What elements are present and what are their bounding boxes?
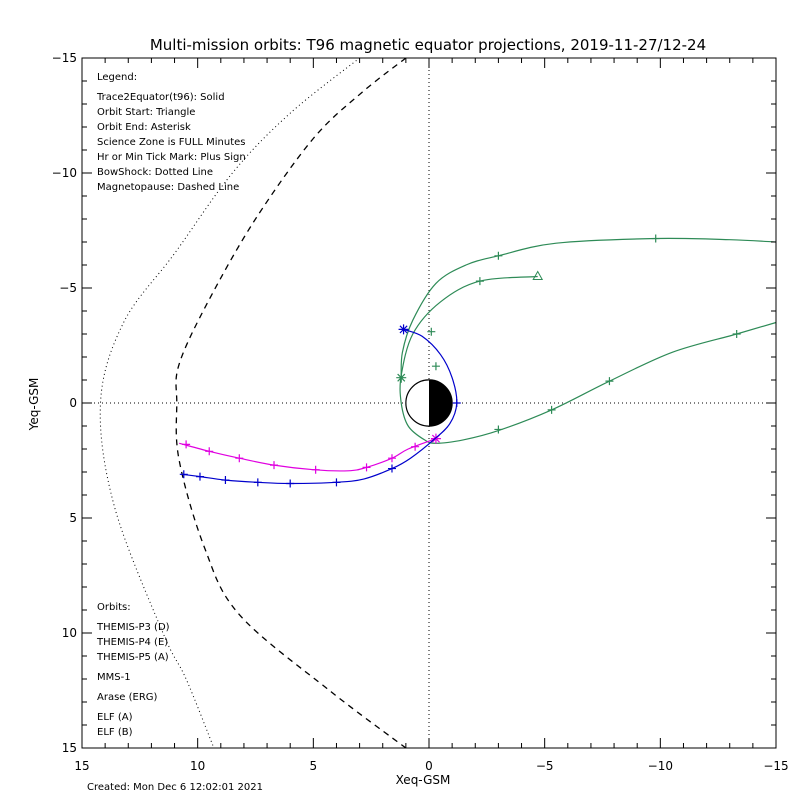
data-layer: 15 10 5 0 −5 −10 −15 −15 −10 −5 0 5 10 15 bbox=[52, 51, 789, 773]
tick-mark bbox=[195, 472, 204, 481]
x-tick-label: −15 bbox=[763, 759, 788, 773]
magnetopause-line bbox=[175, 57, 407, 749]
footer-created: Created: Mon Dec 6 12:02:01 2021 bbox=[87, 782, 263, 793]
tick-mark bbox=[253, 478, 262, 487]
y-tick-label: 15 bbox=[62, 741, 77, 755]
tick-mark bbox=[427, 327, 436, 336]
orbit-end-marker bbox=[430, 433, 441, 444]
x-tick-label: 10 bbox=[190, 759, 205, 773]
orbit-label-mms-1: MMS-1 bbox=[97, 672, 131, 683]
orbit-start-marker bbox=[532, 270, 544, 280]
orbit-label-arase: Arase (ERG) bbox=[97, 692, 158, 703]
y-tick-label: 0 bbox=[69, 396, 77, 410]
orbit-label-elf-b: ELF (B) bbox=[97, 727, 133, 738]
x-tick-label: 15 bbox=[74, 759, 89, 773]
orbit-label-themis-p3: THEMIS-P3 (D) bbox=[96, 622, 170, 633]
legend-line: Science Zone is FULL Minutes bbox=[97, 137, 246, 148]
x-tick-label: 5 bbox=[310, 759, 318, 773]
tick-mark bbox=[235, 454, 244, 463]
legend-line: Hr or Min Tick Mark: Plus Sign bbox=[97, 152, 246, 163]
tick-mark bbox=[221, 476, 230, 485]
series-line bbox=[400, 237, 777, 378]
legend-line: Orbit Start: Triangle bbox=[97, 107, 195, 118]
y-tick-label: −10 bbox=[52, 166, 77, 180]
tick-mark bbox=[332, 478, 341, 487]
y-tick-label: 5 bbox=[69, 511, 77, 525]
tick-mark bbox=[605, 377, 614, 386]
tick-mark bbox=[205, 447, 214, 456]
tick-mark bbox=[182, 440, 191, 449]
series-line bbox=[181, 328, 458, 485]
x-tick-label: 0 bbox=[425, 759, 433, 773]
tick-mark bbox=[179, 470, 188, 479]
y-axis-label: Yeq-GSM bbox=[27, 378, 41, 432]
orbit-label-themis-p4: THEMIS-P4 (E) bbox=[96, 637, 168, 648]
y-tick-label: −15 bbox=[52, 51, 77, 65]
tick-mark bbox=[494, 425, 503, 434]
orbit-label-elf-a: ELF (A) bbox=[97, 712, 133, 723]
y-tick-label: 10 bbox=[62, 626, 77, 640]
tick-mark bbox=[286, 479, 295, 488]
y-tick-label: −5 bbox=[59, 281, 77, 295]
tick-mark bbox=[411, 442, 420, 451]
tick-mark bbox=[311, 465, 320, 474]
orbit-label-themis-p5: THEMIS-P5 (A) bbox=[96, 652, 169, 663]
series-line bbox=[179, 438, 437, 472]
tick-mark bbox=[547, 405, 556, 414]
legend-block: Legend: Trace2Equator(t96): Solid Orbit … bbox=[96, 72, 246, 193]
legend-line: Magnetopause: Dashed Line bbox=[97, 182, 239, 193]
tick-mark bbox=[431, 362, 440, 371]
x-axis-label: Xeq-GSM bbox=[396, 773, 451, 787]
x-tick-label: −5 bbox=[536, 759, 554, 773]
tick-mark bbox=[452, 399, 461, 407]
earth-night-side bbox=[429, 379, 453, 427]
tick-mark bbox=[475, 277, 484, 286]
x-tick-label: −10 bbox=[648, 759, 673, 773]
legend-line: Orbit End: Asterisk bbox=[97, 122, 191, 133]
legend-title: Legend: bbox=[97, 72, 137, 83]
tick-mark bbox=[651, 234, 660, 243]
tick-mark bbox=[270, 461, 279, 470]
orbits-legend: Orbits: THEMIS-P3 (D) THEMIS-P4 (E) THEM… bbox=[96, 602, 170, 738]
tick-mark bbox=[494, 251, 503, 260]
legend-line: BowShock: Dotted Line bbox=[97, 167, 213, 178]
chart-title: Multi-mission orbits: T96 magnetic equat… bbox=[150, 36, 706, 54]
tick-mark bbox=[387, 454, 396, 463]
tick-mark bbox=[362, 463, 371, 472]
tick-mark bbox=[732, 330, 741, 338]
orbit-end-marker bbox=[398, 324, 409, 335]
orbits-title: Orbits: bbox=[97, 602, 131, 613]
legend-line: Trace2Equator(t96): Solid bbox=[96, 92, 225, 103]
tick-mark bbox=[387, 464, 396, 473]
series-line bbox=[399, 275, 777, 444]
